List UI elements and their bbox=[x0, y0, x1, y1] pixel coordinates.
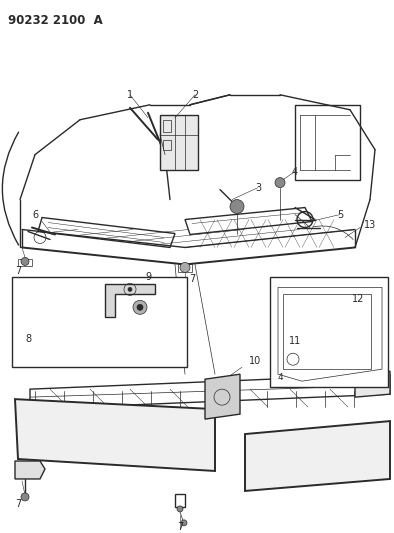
Text: 7: 7 bbox=[177, 522, 183, 532]
Text: 13: 13 bbox=[364, 220, 376, 230]
Circle shape bbox=[177, 506, 183, 512]
Text: 3: 3 bbox=[255, 183, 261, 192]
Text: 9: 9 bbox=[145, 272, 151, 282]
Circle shape bbox=[180, 262, 190, 272]
Polygon shape bbox=[355, 371, 390, 397]
Polygon shape bbox=[205, 374, 240, 419]
Text: 90232 2100  A: 90232 2100 A bbox=[8, 14, 103, 27]
Bar bbox=[163, 120, 171, 132]
Text: 2: 2 bbox=[192, 90, 198, 100]
Bar bbox=[160, 115, 198, 169]
Text: 6: 6 bbox=[32, 209, 38, 220]
Bar bbox=[270, 277, 388, 387]
Circle shape bbox=[181, 520, 187, 526]
Circle shape bbox=[275, 177, 285, 188]
Text: 7: 7 bbox=[15, 499, 21, 509]
Text: 4: 4 bbox=[277, 373, 283, 382]
Text: 11: 11 bbox=[289, 336, 301, 346]
Circle shape bbox=[133, 301, 147, 314]
Text: 8: 8 bbox=[25, 334, 31, 344]
Bar bbox=[178, 264, 192, 272]
Circle shape bbox=[137, 304, 143, 310]
Text: 12: 12 bbox=[352, 294, 364, 304]
Bar bbox=[163, 140, 171, 150]
Text: 1: 1 bbox=[127, 90, 133, 100]
Circle shape bbox=[128, 287, 132, 292]
Polygon shape bbox=[245, 421, 390, 491]
Circle shape bbox=[21, 493, 29, 501]
Text: 4: 4 bbox=[292, 167, 298, 176]
Text: 10: 10 bbox=[249, 356, 261, 366]
Text: 5: 5 bbox=[337, 209, 343, 220]
Text: 7: 7 bbox=[189, 274, 195, 285]
Polygon shape bbox=[15, 461, 45, 479]
Bar bbox=[295, 105, 360, 180]
Circle shape bbox=[21, 257, 29, 265]
Polygon shape bbox=[15, 399, 215, 471]
Text: 7: 7 bbox=[15, 266, 21, 277]
Polygon shape bbox=[105, 285, 155, 317]
Circle shape bbox=[230, 199, 244, 214]
Bar bbox=[18, 260, 32, 266]
Bar bbox=[283, 294, 371, 369]
Bar bbox=[12, 277, 187, 367]
